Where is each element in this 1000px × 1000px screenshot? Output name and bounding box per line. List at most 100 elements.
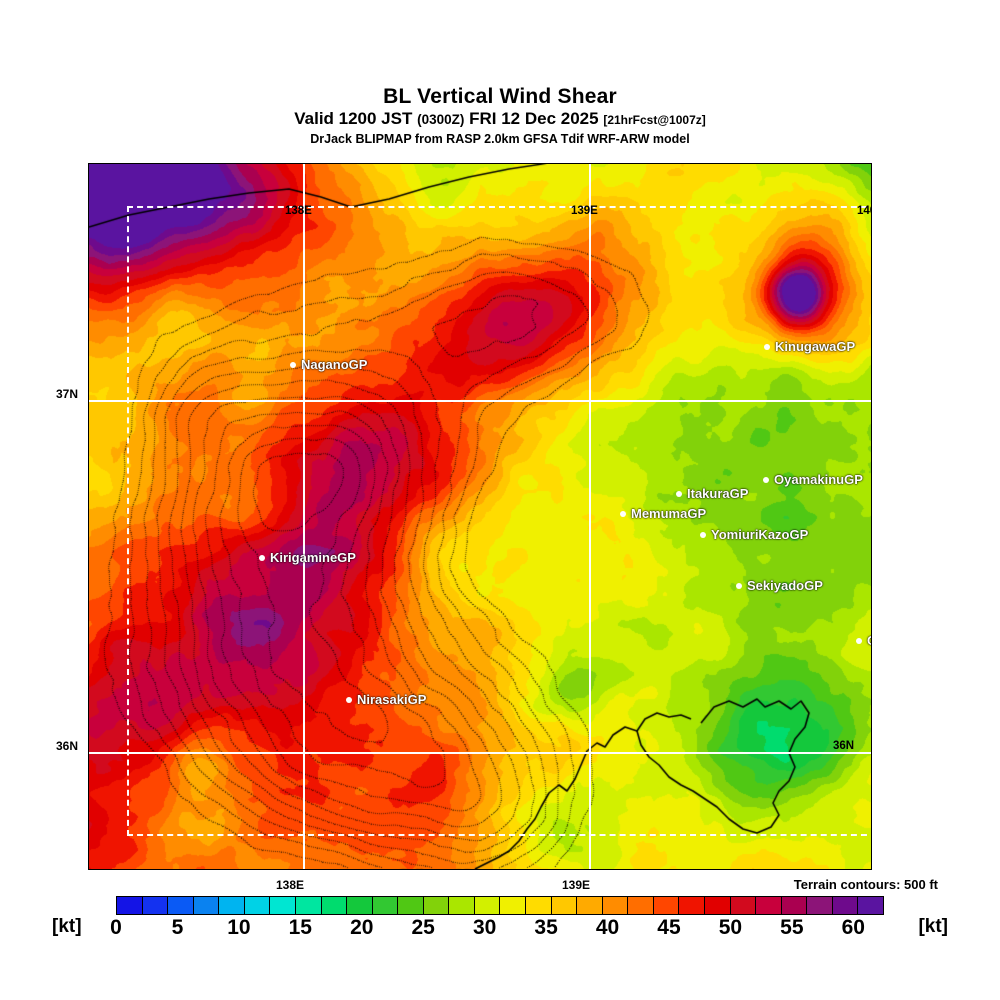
station-label: MemumaGP (631, 506, 707, 521)
longitude-gridline (589, 164, 591, 869)
shear-field-raster (89, 164, 871, 869)
colorbar-swatch (551, 897, 578, 914)
colorbar-swatch (500, 897, 526, 914)
colorbar-tick-label: 0 (110, 916, 122, 939)
colorbar-tick-label: 5 (171, 916, 184, 939)
colorbar-swatch (653, 897, 680, 914)
station-label: OyamakinuGP (774, 472, 863, 487)
station-label: ItakuraGP (687, 486, 749, 501)
colorbar-swatch (295, 897, 322, 914)
station-marker-itakuragp[interactable]: ItakuraGP (676, 487, 748, 500)
station-dot-icon (676, 490, 682, 497)
station-marker-kirigaminegp[interactable]: KirigamineGP (259, 551, 356, 564)
colorbar-swatch (628, 897, 654, 914)
station-label: KinugawaGP (775, 339, 856, 354)
model-description: DrJack BLIPMAP from RASP 2.0km GFSA Tdif… (310, 132, 690, 146)
valid-time-prefix: Valid 1200 JST (294, 109, 413, 128)
map-overlay: 138E 139E 140E 36N NaganoGP KinugawaGP Oyamaki… (89, 164, 871, 869)
station-dot-icon (290, 361, 296, 368)
colorbar-tick-label: 45 (657, 916, 681, 939)
colorbar-unit-left: [kt] (52, 916, 82, 937)
longitude-axis-label: 139E (562, 878, 591, 892)
station-label: NirasakiGP (357, 692, 427, 707)
colorbar-swatch (730, 897, 757, 914)
station-marker-fujiganegp[interactable]: FujiganeGP (389, 868, 472, 869)
latitude-axis-label: 36N (56, 739, 79, 753)
colorbar-tick-label: 35 (534, 916, 558, 939)
station-dot-icon (346, 696, 352, 703)
colorbar-swatch (449, 897, 475, 914)
station-dot-icon (736, 582, 742, 589)
page-title: BL Vertical Wind Shear (383, 85, 617, 108)
terrain-contour-note: Terrain contours: 500 ft (793, 877, 938, 892)
station-marker-naganogp[interactable]: NaganoGP (290, 358, 367, 371)
colorbar-swatch (756, 897, 782, 914)
colorbar-swatch (270, 897, 296, 914)
station-marker-kinugawagp[interactable]: KinugawaGP (764, 340, 855, 353)
station-marker-nirasakigp[interactable]: NirasakiGP (346, 693, 426, 706)
station-label: Ohtone (867, 634, 871, 647)
colorbar-swatch (704, 897, 731, 914)
longitude-gridline (303, 164, 305, 869)
colorbar-swatch (117, 897, 143, 914)
station-dot-icon (856, 637, 862, 644)
longitude-label: 138E (285, 205, 312, 217)
longitude-label: 139E (571, 205, 598, 217)
station-marker-yomiurikazogp[interactable]: YomiuriKazoGP (700, 528, 808, 541)
colorbar-swatch (347, 897, 373, 914)
colorbar-swatch (781, 897, 808, 914)
colorbar-swatch (423, 897, 450, 914)
colorbar-tick-label: 10 (227, 916, 251, 939)
colorbar-swatch (168, 897, 194, 914)
colorbar-tick-label: 55 (780, 916, 804, 939)
latitude-axis-label: 37N (56, 387, 79, 401)
forecast-map[interactable]: 138E 139E 140E 36N NaganoGP KinugawaGP Oyamaki… (88, 163, 872, 870)
colorbar-tick-label: 25 (411, 916, 435, 939)
colorbar-swatch (244, 897, 271, 914)
colorbar-swatch (142, 897, 169, 914)
colorbar-tick-label: 20 (350, 916, 374, 939)
colorbar-swatch (577, 897, 603, 914)
colorbar-swatch (832, 897, 859, 914)
colorbar-tick-label: 30 (472, 916, 497, 939)
colorbar-unit-right: [kt] (918, 916, 948, 937)
colorbar-swatch (474, 897, 501, 914)
latitude-gridline (89, 752, 871, 754)
colorbar-swatch (219, 897, 245, 914)
station-marker-oyamakinugp[interactable]: OyamakinuGP (763, 473, 863, 486)
colorbar-swatch (193, 897, 220, 914)
colorbar-swatch (858, 897, 883, 914)
colorbar-swatch (398, 897, 424, 914)
station-label: FujiganeGP (400, 868, 472, 869)
valid-time-line: Valid 1200 JST (0300Z) FRI 12 Dec 2025 [… (0, 109, 1000, 130)
colorbar-swatch (602, 897, 629, 914)
colorbar-swatch (321, 897, 348, 914)
station-label: KirigamineGP (270, 550, 356, 565)
colorbar-tick-label: 50 (718, 916, 743, 939)
station-dot-icon (259, 554, 265, 561)
colorbar-tick-label: 15 (288, 916, 312, 939)
colorbar-swatch (526, 897, 552, 914)
valid-time-utc: (0300Z) (417, 112, 465, 127)
station-marker-ohtonegp[interactable]: Ohtone (856, 634, 871, 647)
station-dot-icon (700, 531, 706, 538)
station-marker-memumagp[interactable]: MemumaGP (620, 507, 706, 520)
colorbar-tick-label: 40 (595, 916, 620, 939)
colorbar-tick-label: 60 (841, 916, 865, 939)
station-dot-icon (620, 510, 626, 517)
forecast-tag: [21hrFcst@1007z] (603, 113, 706, 127)
forecast-domain-box (127, 206, 871, 836)
station-dot-icon (764, 343, 770, 350)
colorbar[interactable] (116, 896, 884, 915)
colorbar-swatch (372, 897, 399, 914)
latitude-gridline (89, 400, 871, 402)
station-label: YomiuriKazoGP (711, 527, 809, 542)
colorbar-swatch (807, 897, 833, 914)
longitude-label: 140E (857, 205, 871, 217)
latitude-label: 36N (833, 740, 855, 752)
station-label: NaganoGP (301, 357, 368, 372)
station-marker-sekiyadogp[interactable]: SekiyadoGP (736, 579, 823, 592)
valid-date: FRI 12 Dec 2025 (469, 109, 599, 128)
longitude-axis-label: 138E (276, 878, 305, 892)
colorbar-swatch (679, 897, 705, 914)
